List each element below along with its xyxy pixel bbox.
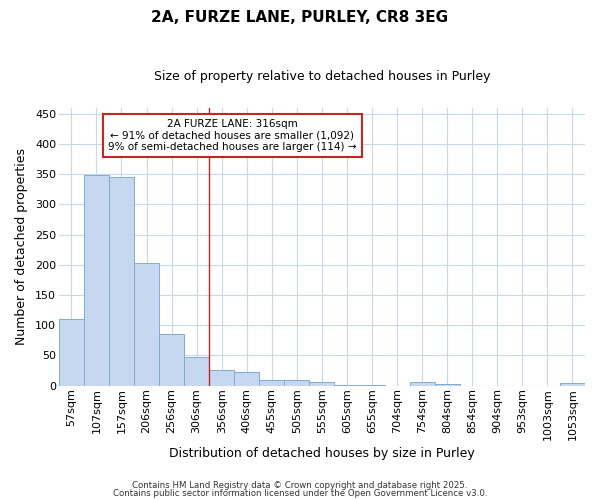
- Bar: [134, 263, 159, 386]
- Bar: [334, 385, 359, 386]
- X-axis label: Distribution of detached houses by size in Purley: Distribution of detached houses by size …: [169, 447, 475, 460]
- Bar: [109, 177, 134, 386]
- Y-axis label: Number of detached properties: Number of detached properties: [15, 148, 28, 345]
- Bar: [59, 319, 84, 386]
- Bar: [259, 380, 284, 386]
- Text: Contains public sector information licensed under the Open Government Licence v3: Contains public sector information licen…: [113, 488, 487, 498]
- Bar: [560, 383, 585, 386]
- Bar: [284, 380, 310, 386]
- Bar: [184, 357, 209, 386]
- Bar: [434, 384, 460, 386]
- Text: 2A, FURZE LANE, PURLEY, CR8 3EG: 2A, FURZE LANE, PURLEY, CR8 3EG: [151, 10, 449, 25]
- Bar: [359, 385, 385, 386]
- Bar: [410, 382, 434, 386]
- Bar: [234, 372, 259, 386]
- Text: 2A FURZE LANE: 316sqm
← 91% of detached houses are smaller (1,092)
9% of semi-de: 2A FURZE LANE: 316sqm ← 91% of detached …: [108, 119, 357, 152]
- Title: Size of property relative to detached houses in Purley: Size of property relative to detached ho…: [154, 70, 490, 83]
- Bar: [310, 382, 334, 386]
- Bar: [159, 334, 184, 386]
- Bar: [209, 370, 234, 386]
- Text: Contains HM Land Registry data © Crown copyright and database right 2025.: Contains HM Land Registry data © Crown c…: [132, 481, 468, 490]
- Bar: [84, 176, 109, 386]
